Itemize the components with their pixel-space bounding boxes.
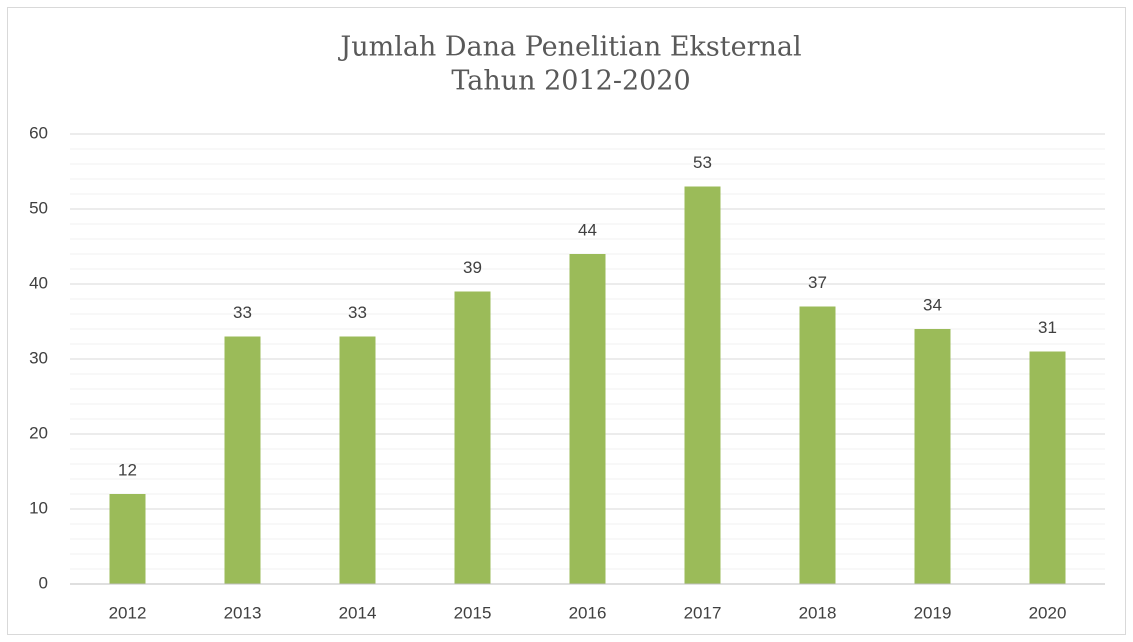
chart-subtitle: Tahun 2012-2020 xyxy=(451,66,690,97)
y-tick-label: 0 xyxy=(39,573,48,592)
data-label: 53 xyxy=(693,153,712,172)
data-label: 37 xyxy=(808,273,827,292)
x-tick-label: 2017 xyxy=(684,603,722,622)
bar xyxy=(799,306,836,584)
y-tick-label: 60 xyxy=(29,123,48,142)
y-tick-label: 40 xyxy=(29,273,48,292)
x-tick-label: 2018 xyxy=(799,603,837,622)
data-label: 33 xyxy=(233,303,252,322)
y-tick-label: 20 xyxy=(29,423,48,442)
bar xyxy=(569,254,606,584)
data-label: 12 xyxy=(118,460,137,479)
x-tick-label: 2013 xyxy=(224,603,262,622)
bar xyxy=(109,494,146,584)
data-label: 31 xyxy=(1038,318,1057,337)
y-tick-label: 30 xyxy=(29,348,48,367)
x-tick-label: 2012 xyxy=(109,603,147,622)
data-label: 33 xyxy=(348,303,367,322)
bar xyxy=(339,336,376,584)
data-label: 39 xyxy=(463,258,482,277)
bar xyxy=(1029,351,1066,584)
chart-border xyxy=(7,7,1126,635)
data-label: 44 xyxy=(578,220,597,239)
x-tick-label: 2014 xyxy=(339,603,377,622)
y-tick-label: 50 xyxy=(29,198,48,217)
x-tick-label: 2016 xyxy=(569,603,607,622)
x-tick-label: 2020 xyxy=(1029,603,1067,622)
y-tick-label: 10 xyxy=(29,498,48,517)
x-tick-label: 2015 xyxy=(454,603,492,622)
bar xyxy=(224,336,261,584)
x-tick-label: 2019 xyxy=(914,603,952,622)
bar xyxy=(684,186,721,584)
chart-title: Jumlah Dana Penelitian Eksternal xyxy=(337,32,801,63)
bar xyxy=(454,291,491,584)
data-label: 34 xyxy=(923,295,942,314)
bar xyxy=(914,329,951,584)
